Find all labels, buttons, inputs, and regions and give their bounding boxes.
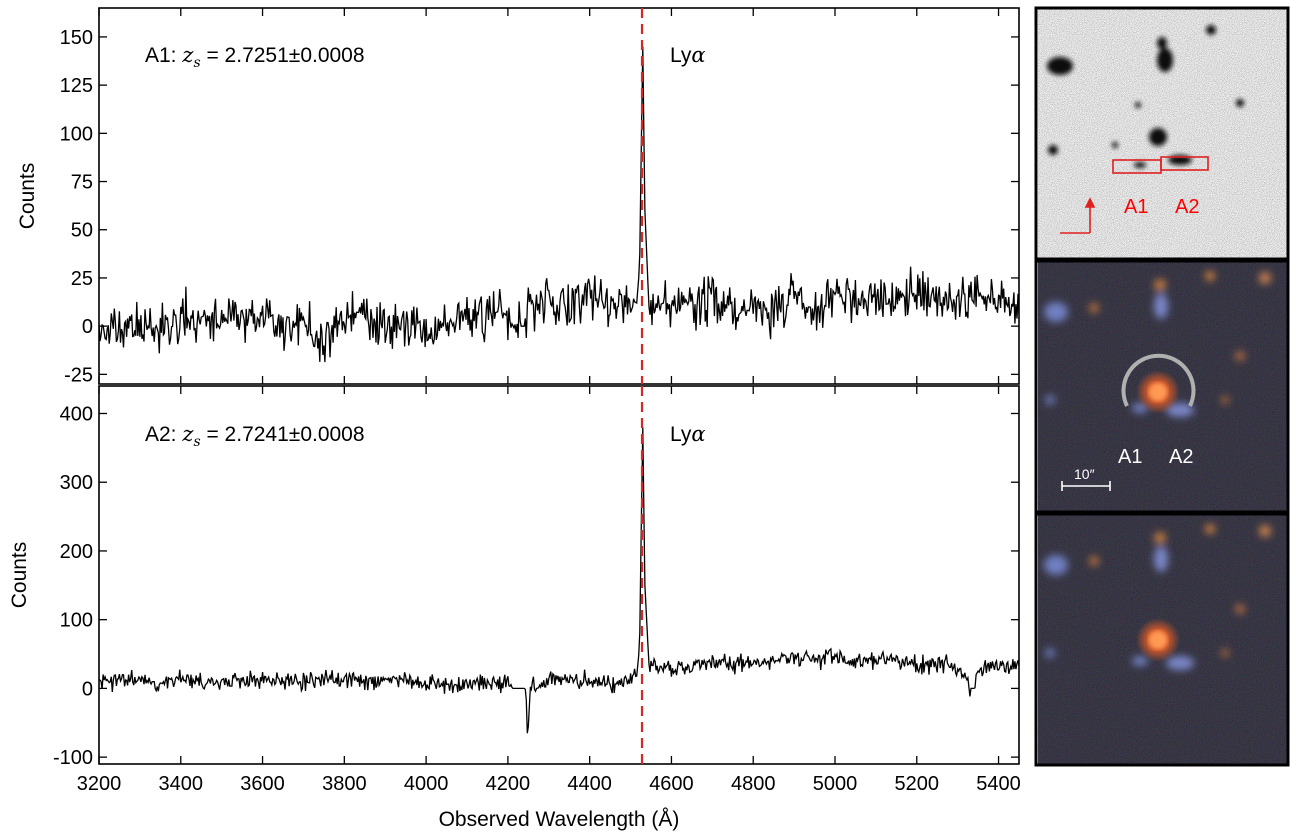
grayscale-image-panel: A1 A2: [1038, 8, 1287, 259]
top-y-tick-label: 75: [71, 172, 93, 194]
color-image-panel: [1038, 514, 1287, 765]
x-tick-label: 4200: [486, 773, 531, 795]
x-tick-label: 4000: [404, 773, 449, 795]
middle-image-label-a1: A1: [1118, 446, 1142, 468]
bottom-y-tick-label: 100: [60, 610, 93, 632]
bottom-y-tick-label: -100: [53, 747, 93, 769]
top-redshift-annotation: A1: zs = 2.7251±0.0008: [145, 43, 365, 71]
top-y-axis-ticks: -25 0 25 50 75 100 125 150: [60, 27, 1019, 386]
x-tick-label: 5000: [813, 773, 858, 795]
x-tick-label: 3400: [159, 773, 204, 795]
bottom-spectrum-line: [99, 427, 1019, 733]
top-y-tick-label: 100: [60, 123, 93, 145]
bottom-y-tick-label: 0: [82, 678, 93, 700]
top-image-label-a1: A1: [1124, 196, 1148, 218]
top-spectrum-line: [99, 47, 1019, 363]
top-y-tick-label: 150: [60, 27, 93, 49]
top-y-tick-label: 50: [71, 220, 93, 242]
bottom-lya-label: Lyα: [670, 422, 706, 446]
x-tick-label: 4800: [731, 773, 776, 795]
bottom-x-axis-ticks: 3200 3400 3600 3800 4000 4200 4400 4600 4800 5000…: [77, 386, 1021, 795]
top-y-tick-label: 125: [60, 75, 93, 97]
x-tick-label: 3800: [322, 773, 367, 795]
x-tick-label: 5200: [895, 773, 940, 795]
top-spectrum-panel: -25 0 25 50 75 100 125 150 A1: zs = 2.7251±0.00…: [16, 8, 1019, 386]
bottom-spectrum-panel: -100 0 100 200 300 400 3200 3400 3600 3800 4000 42…: [8, 386, 1021, 831]
top-y-tick-label: 25: [71, 268, 93, 290]
x-tick-label: 4400: [567, 773, 612, 795]
scale-bar-label: 10″: [1074, 466, 1095, 482]
bottom-y-axis-ticks: -100 0 100 200 300 400: [53, 403, 1019, 769]
bottom-y-tick-label: 300: [60, 472, 93, 494]
bottom-y-axis-title: Counts: [8, 542, 31, 609]
x-tick-label: 3200: [77, 773, 122, 795]
x-tick-label: 3600: [240, 773, 285, 795]
top-y-axis-title: Counts: [16, 163, 39, 230]
color-image-panel-annotated: 10″ A1 A2: [1038, 261, 1287, 512]
top-image-label-a2: A2: [1175, 196, 1199, 218]
middle-image-label-a2: A2: [1169, 446, 1193, 468]
top-y-tick-label: -25: [64, 364, 93, 386]
x-axis-title: Observed Wavelength (Å): [439, 808, 680, 831]
bottom-y-tick-label: 200: [60, 541, 93, 563]
bottom-y-tick-label: 400: [60, 403, 93, 425]
x-tick-label: 5400: [976, 773, 1021, 795]
top-lya-label: Lyα: [670, 43, 706, 67]
bottom-redshift-annotation: A2: zs = 2.7241±0.0008: [145, 422, 365, 450]
top-y-tick-label: 0: [82, 316, 93, 338]
x-tick-label: 4600: [649, 773, 694, 795]
